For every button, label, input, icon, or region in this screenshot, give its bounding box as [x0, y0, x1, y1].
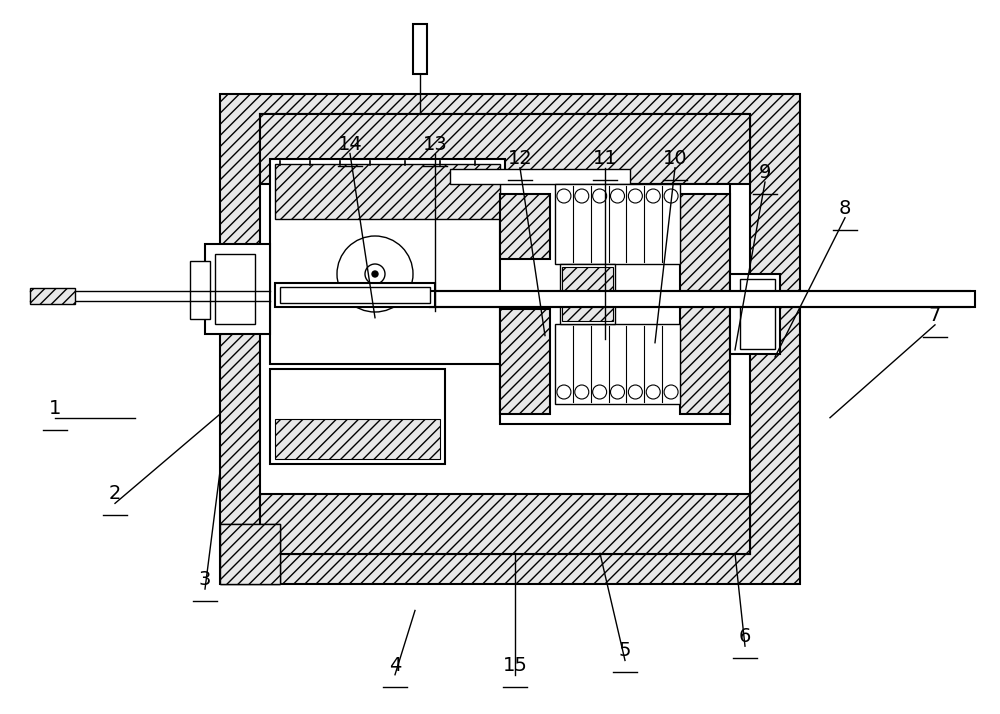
Bar: [275, 283, 435, 307]
Text: 7: 7: [929, 306, 941, 325]
Bar: [30, 288, 75, 304]
Bar: [500, 194, 550, 259]
Bar: [730, 274, 780, 354]
Bar: [413, 24, 427, 74]
Text: 2: 2: [109, 484, 121, 503]
Text: 12: 12: [508, 149, 532, 168]
Circle shape: [646, 385, 660, 399]
Bar: [450, 169, 630, 184]
Bar: [260, 114, 750, 554]
Circle shape: [593, 189, 607, 203]
Bar: [215, 254, 255, 324]
Bar: [555, 324, 680, 404]
Circle shape: [628, 385, 642, 399]
Text: 5: 5: [619, 641, 631, 660]
Bar: [190, 261, 210, 319]
Circle shape: [664, 189, 678, 203]
Bar: [260, 494, 750, 554]
Circle shape: [372, 271, 378, 277]
Circle shape: [575, 385, 589, 399]
Text: 11: 11: [593, 149, 617, 168]
Text: 10: 10: [663, 149, 687, 168]
Circle shape: [610, 189, 624, 203]
Circle shape: [557, 189, 571, 203]
Bar: [740, 279, 775, 349]
Text: 9: 9: [759, 163, 771, 182]
Text: 14: 14: [338, 134, 362, 154]
Bar: [205, 244, 270, 334]
Text: 3: 3: [199, 570, 211, 589]
Bar: [220, 524, 280, 584]
Bar: [270, 159, 505, 364]
Circle shape: [557, 385, 571, 399]
Bar: [275, 164, 500, 219]
Text: 4: 4: [389, 655, 401, 675]
Text: 1: 1: [49, 398, 61, 418]
Circle shape: [664, 385, 678, 399]
Circle shape: [646, 189, 660, 203]
Circle shape: [610, 385, 624, 399]
Text: 6: 6: [739, 627, 751, 646]
Circle shape: [593, 385, 607, 399]
Circle shape: [575, 189, 589, 203]
Bar: [220, 94, 800, 584]
Bar: [430, 291, 975, 307]
Text: 13: 13: [423, 134, 447, 154]
Bar: [220, 524, 280, 584]
Text: 8: 8: [839, 198, 851, 218]
Bar: [562, 267, 613, 321]
Bar: [500, 184, 730, 424]
Bar: [275, 419, 440, 459]
Circle shape: [628, 189, 642, 203]
Bar: [260, 114, 750, 184]
Bar: [500, 309, 550, 414]
Bar: [680, 194, 730, 414]
Bar: [270, 369, 445, 464]
Bar: [560, 264, 615, 324]
Bar: [555, 184, 680, 264]
Bar: [280, 287, 430, 303]
Text: 15: 15: [503, 655, 527, 675]
